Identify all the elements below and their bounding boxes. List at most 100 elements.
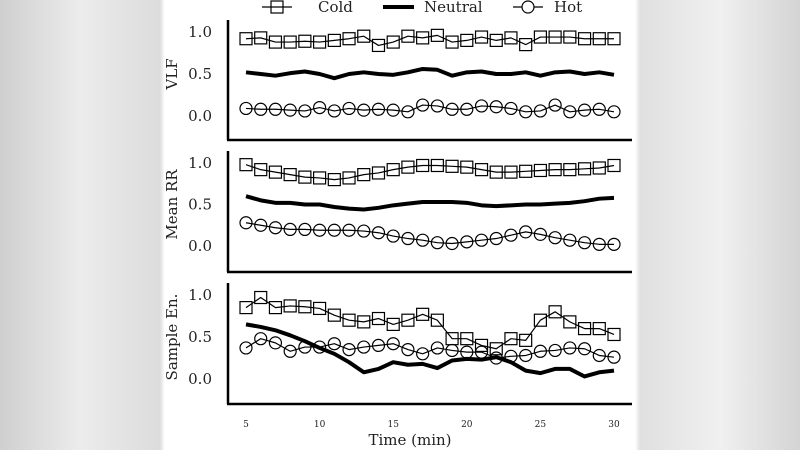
series-cold-point (548, 163, 562, 177)
series-cold-point (430, 28, 444, 42)
panel-0: 0.0 0.5 1.0 VLF (163, 20, 632, 142)
series-cold-point (327, 33, 341, 48)
series-cold-point (283, 168, 297, 182)
series-hot-point (239, 101, 253, 116)
series-cold-line (245, 296, 615, 350)
series-hot-point (416, 98, 430, 112)
x-tick-label: 5 (243, 420, 249, 430)
series-hot-point (254, 102, 268, 116)
series-hot-point (298, 340, 312, 354)
series-hot-point (327, 104, 341, 118)
series-hot-point (327, 223, 341, 237)
series-hot-point (577, 103, 592, 117)
series-cold-point (474, 338, 489, 352)
series-cold-point (357, 315, 371, 329)
series-hot-point (533, 344, 548, 358)
series-hot-line (245, 338, 615, 359)
y-tick-label: 1.0 (188, 23, 212, 41)
series-hot-point (504, 349, 518, 363)
series-hot-point (371, 338, 386, 352)
series-hot-point (563, 341, 577, 355)
series-hot-point (607, 105, 621, 119)
series-cold-point (313, 35, 327, 49)
series-cold-point (386, 317, 400, 331)
series-hot-point (357, 340, 371, 354)
series-cold-point (445, 35, 459, 49)
series-cold-point (607, 327, 621, 342)
series-cold-point (592, 161, 606, 175)
series-cold-point (548, 305, 562, 319)
series-cold-point (386, 163, 400, 177)
series-cold-point (254, 163, 268, 177)
series-hot-point (533, 104, 548, 118)
series-cold-point (342, 313, 356, 327)
series-hot-point (416, 233, 430, 247)
series-cold-point (268, 35, 283, 49)
series-cold-line (245, 34, 614, 47)
y-tick-label: 0.5 (188, 328, 212, 346)
y-tick-label: 0.0 (188, 370, 212, 388)
series-hot-point (577, 342, 592, 356)
series-hot-point (489, 100, 503, 114)
series-hot-point (254, 218, 268, 232)
series-hot-point (401, 231, 415, 246)
series-hot-point (548, 343, 562, 358)
y-tick-label: 0.0 (188, 107, 212, 125)
series-hot-point (445, 343, 459, 358)
series-hot-line (245, 104, 615, 113)
series-cold-point (371, 311, 386, 326)
series-hot-point (239, 216, 253, 230)
series-cold-point (416, 158, 430, 173)
series-cold-point (313, 301, 327, 316)
series-cold-point (504, 31, 518, 45)
x-axis-label: Time (min) (368, 431, 451, 449)
series-cold-point (533, 313, 548, 327)
series-hot-point (592, 237, 606, 251)
series-hot-point (401, 105, 415, 119)
series-hot-point (298, 104, 312, 118)
series-cold-point (401, 160, 415, 174)
y-tick-label: 0.5 (188, 65, 212, 83)
series-cold-point (607, 32, 621, 46)
series-cold-point (298, 300, 312, 314)
series-cold-point (533, 30, 548, 44)
series-hot-point (460, 345, 474, 359)
series-cold-point (519, 164, 533, 178)
series-hot-point (519, 225, 533, 239)
series-cold-point (283, 35, 297, 49)
series-cold-point (460, 33, 474, 48)
series-hot-point (283, 344, 297, 358)
legend-hot-label: Hot (554, 0, 582, 16)
y-tick-label: 0.5 (188, 196, 212, 214)
series-hot-point (533, 227, 548, 241)
series-hot-point (386, 103, 400, 117)
series-hot-point (342, 343, 356, 357)
series-cold-point (416, 31, 430, 45)
series-cold-point (268, 165, 283, 179)
series-cold-point (401, 29, 415, 43)
series-neutral-line (245, 322, 615, 379)
series-cold-point (607, 158, 621, 173)
series-cold-point (342, 32, 356, 46)
series-hot-line (245, 222, 614, 245)
series-cold-point (239, 32, 253, 46)
series-cold-point (460, 160, 474, 174)
series-hot-point (268, 221, 283, 235)
series-cold-point (327, 173, 341, 187)
series-neutral-line (245, 66, 615, 81)
series-hot-point (298, 222, 312, 236)
series-hot-point (268, 336, 283, 350)
series-cold-point (416, 307, 430, 321)
series-hot-point (283, 103, 297, 117)
y-axis-label: VLF (163, 58, 181, 90)
series-cold-point (474, 163, 489, 177)
series-cold-point (460, 332, 474, 346)
x-tick-label: 30 (608, 420, 620, 430)
legend: Cold Neutral Hot (262, 0, 582, 16)
series-cold-point (357, 29, 371, 43)
panel-1: 0.0 0.5 1.0 Mean RR (163, 151, 632, 274)
y-tick-label: 1.0 (188, 286, 212, 304)
series-hot-point (416, 347, 430, 361)
series-hot-point (430, 99, 444, 113)
